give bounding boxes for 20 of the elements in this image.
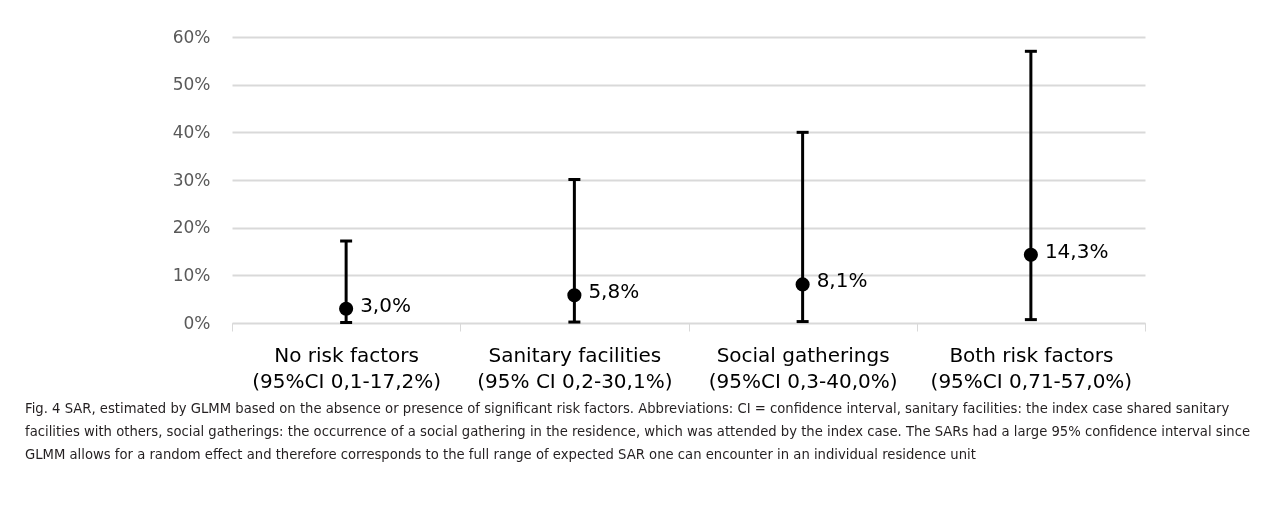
y-tick-label: 20%: [172, 217, 211, 238]
y-tick-label: 40%: [172, 121, 211, 142]
y-tick-label: 30%: [172, 169, 211, 190]
y-tick-label: 0%: [183, 312, 211, 333]
x-tick-label: No risk factors (95%CI 0,1-17,2%): [252, 342, 442, 393]
x-tick-label: Social gatherings (95%CI 0,3-40,0%): [708, 342, 898, 393]
point: [567, 288, 582, 303]
data-label: 8,1%: [816, 268, 868, 293]
data-label: 14,3%: [1044, 238, 1109, 263]
x-tick-label: Sanitary facilities (95% CI 0,2-30,1%): [477, 342, 673, 393]
point: [795, 277, 810, 292]
point: [339, 301, 354, 316]
point: [1023, 247, 1038, 262]
y-tick-label: 10%: [172, 264, 211, 285]
y-tick-label: 50%: [172, 74, 211, 95]
x-tick-label: Both risk factors (95%CI 0,71-57,0%): [930, 342, 1133, 393]
caption: Fig. 4 SAR, estimated by GLMM based on the absence or presence of significant risk factors. Abbreviations: CI = confidence interval, sanitary facilities: the index case shared sanitary facilities with others, social gatherings: the occurrence of a social gathering in the residence, which was attended by the index case. The SARs had a large 95% confidence interval since GLMM allows for a random effect and therefore corresponds to the full range of expected SAR one can encounter in an individual residence unit: [25, 400, 1252, 464]
data-label: 3,0%: [360, 292, 411, 317]
y-tick-label: 60%: [172, 26, 211, 47]
data-label: 5,8%: [588, 279, 640, 304]
